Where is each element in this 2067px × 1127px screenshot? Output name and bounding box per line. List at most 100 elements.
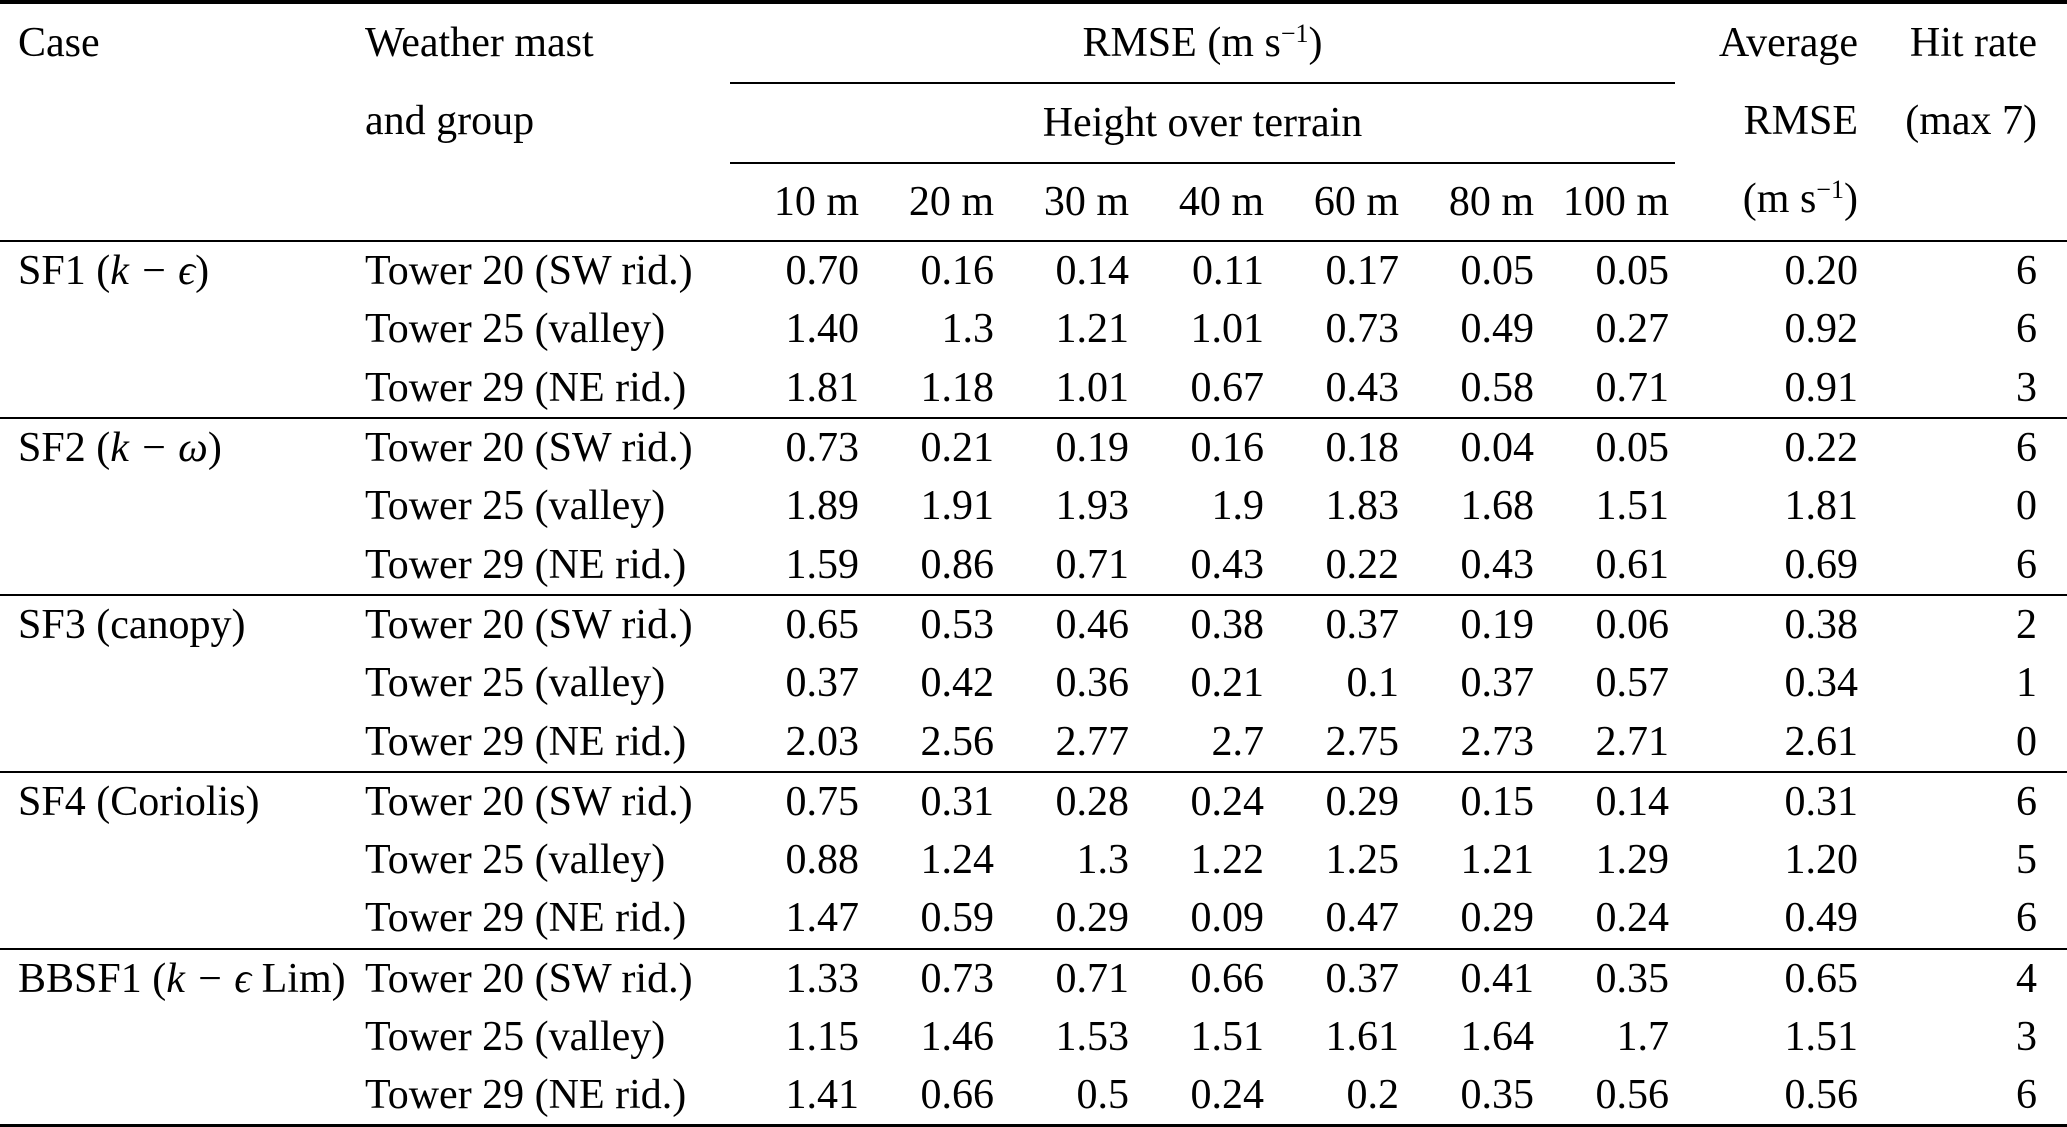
rmse-10m-cell: 1.33: [785, 955, 860, 1002]
rmse-100m-cell: 1.29: [1595, 837, 1670, 884]
height-header-20m: 20 m: [908, 179, 994, 225]
table-row: Tower 29 (NE rid.) 1.41 0.66 0.5 0.24 0.…: [0, 1066, 2067, 1126]
avg-rmse-cell: 0.34: [1784, 660, 1859, 707]
case-text: SF1 (: [18, 248, 111, 294]
rmse-80m-cell: 1.21: [1460, 837, 1535, 884]
rmse-100m-cell: 0.05: [1595, 248, 1670, 295]
table-header: Case Weather mast and group RMSE (m s−1)…: [0, 2, 2067, 241]
rmse-group-header: RMSE (m s−1): [730, 2, 1675, 84]
rmse-40m-cell: 0.38: [1190, 601, 1265, 648]
rmse-100m-cell: 0.27: [1595, 306, 1670, 353]
hit-rate-cell: 4: [2016, 955, 2037, 1002]
rmse-10m-cell: 1.59: [785, 541, 860, 588]
case-header-label: Case: [18, 20, 100, 66]
rmse-10m-cell: 1.15: [785, 1014, 860, 1060]
hit-rate-cell: 6: [2016, 541, 2037, 588]
rmse-60m-cell: 0.18: [1325, 425, 1400, 472]
hit-rate-cell: 3: [2016, 364, 2037, 411]
rmse-10m-cell: 0.37: [785, 660, 860, 707]
rmse-60m-cell: 0.37: [1325, 955, 1400, 1002]
case-cell: SF2 (k − ω): [0, 418, 350, 595]
rmse-60m-cell: 0.37: [1325, 601, 1400, 648]
rmse-60m-cell: 0.2: [1346, 1072, 1400, 1119]
rmse-100m-cell: 0.57: [1595, 660, 1670, 707]
rmse-10m-cell: 2.03: [785, 718, 860, 765]
rmse-30m-cell: 1.3: [1076, 837, 1130, 884]
rmse-30m-cell: 0.5: [1076, 1072, 1130, 1119]
table-row: Tower 29 (NE rid.) 1.47 0.59 0.29 0.09 0…: [0, 889, 2067, 948]
rmse-10m-cell: 0.88: [785, 837, 860, 884]
mast-cell: Tower 20 (SW rid.): [365, 425, 693, 472]
avg-rmse-cell: 0.91: [1784, 364, 1859, 411]
case-text-close: Lim): [251, 955, 346, 1002]
height-header-10m: 10 m: [773, 179, 859, 225]
rmse-20m-cell: 0.31: [920, 778, 995, 825]
rmse-30m-cell: 0.36: [1055, 660, 1130, 707]
hit-rate-header: Hit rate (max 7): [1870, 2, 2067, 241]
mast-cell: Tower 29 (NE rid.): [365, 895, 687, 942]
rmse-30m-cell: 0.14: [1055, 248, 1130, 295]
rmse-80m-cell: 0.19: [1460, 601, 1535, 648]
rmse-100m-cell: 2.71: [1595, 718, 1670, 765]
case-text: BBSF1 (: [18, 955, 167, 1002]
rmse-20m-cell: 0.21: [920, 425, 995, 472]
rmse-30m-cell: 1.93: [1055, 483, 1130, 530]
case-text: SF3 (canopy): [18, 601, 246, 648]
table-row: SF2 (k − ω) Tower 20 (SW rid.) 0.73 0.21…: [0, 418, 2067, 477]
rmse-10m-cell: 0.70: [785, 248, 860, 295]
table-row: Tower 29 (NE rid.) 2.03 2.56 2.77 2.7 2.…: [0, 712, 2067, 771]
group-sf2: SF2 (k − ω) Tower 20 (SW rid.) 0.73 0.21…: [0, 418, 2067, 595]
mast-header-line2: and group: [365, 98, 535, 144]
hit-rate-cell: 6: [2016, 1072, 2037, 1119]
rmse-10m-cell: 1.41: [785, 1072, 860, 1119]
rmse-80m-cell: 2.73: [1460, 718, 1535, 765]
rmse-20m-cell: 0.66: [920, 1072, 995, 1119]
average-rmse-unit-open: (m s: [1742, 176, 1817, 222]
avg-rmse-cell: 1.20: [1784, 837, 1859, 884]
rmse-100m-cell: 0.35: [1595, 955, 1670, 1002]
rmse-100m-cell: 0.14: [1595, 778, 1670, 825]
avg-rmse-cell: 2.61: [1784, 718, 1859, 765]
rmse-30m-cell: 2.77: [1055, 718, 1130, 765]
rmse-40m-cell: 0.24: [1190, 1072, 1265, 1119]
avg-rmse-cell: 0.31: [1784, 778, 1859, 825]
rmse-60m-cell: 0.47: [1325, 895, 1400, 942]
rmse-10m-cell: 1.81: [785, 364, 860, 411]
rmse-10m-cell: 0.73: [785, 425, 860, 472]
rmse-60m-cell: 2.75: [1325, 718, 1400, 765]
hit-rate-cell: 3: [2016, 1014, 2037, 1060]
rmse-100m-cell: 0.06: [1595, 601, 1670, 648]
average-rmse-header-line1: Average: [1718, 20, 1858, 66]
case-cell: SF3 (canopy): [0, 595, 350, 772]
mast-header: Weather mast and group: [350, 2, 730, 241]
rmse-60m-cell: 0.73: [1325, 306, 1400, 353]
group-sf3: SF3 (canopy) Tower 20 (SW rid.) 0.65 0.5…: [0, 595, 2067, 772]
rmse-20m-cell: 0.42: [920, 660, 995, 707]
rmse-60m-cell: 0.29: [1325, 778, 1400, 825]
hit-rate-cell: 6: [2016, 425, 2037, 472]
rmse-40m-cell: 1.01: [1190, 306, 1265, 353]
hit-rate-cell: 6: [2016, 248, 2037, 295]
rmse-40m-cell: 1.51: [1190, 1014, 1265, 1060]
rmse-40m-cell: 0.21: [1190, 660, 1265, 707]
mast-header-line1: Weather mast: [365, 20, 594, 66]
mast-cell: Tower 25 (valley): [365, 837, 666, 884]
rmse-20m-cell: 0.53: [920, 601, 995, 648]
rmse-60m-cell: 1.25: [1325, 837, 1400, 884]
mast-cell: Tower 25 (valley): [365, 1014, 666, 1060]
rmse-100m-cell: 0.71: [1595, 364, 1670, 411]
rmse-100m-cell: 0.05: [1595, 425, 1670, 472]
rmse-20m-cell: 0.16: [920, 248, 995, 295]
rmse-100m-cell: 0.24: [1595, 895, 1670, 942]
rmse-20m-cell: 0.86: [920, 541, 995, 588]
rmse-40m-cell: 2.7: [1211, 718, 1265, 765]
rmse-40m-cell: 0.43: [1190, 541, 1265, 588]
avg-rmse-cell: 0.92: [1784, 306, 1859, 353]
rmse-80m-cell: 0.41: [1460, 955, 1535, 1002]
avg-rmse-cell: 0.22: [1784, 425, 1859, 472]
rmse-60m-cell: 0.1: [1346, 660, 1400, 707]
average-rmse-header: Average RMSE (m s−1): [1675, 2, 1870, 241]
mast-cell: Tower 20 (SW rid.): [365, 248, 693, 295]
rmse-60m-cell: 1.61: [1325, 1014, 1400, 1060]
avg-rmse-cell: 0.20: [1784, 248, 1859, 295]
